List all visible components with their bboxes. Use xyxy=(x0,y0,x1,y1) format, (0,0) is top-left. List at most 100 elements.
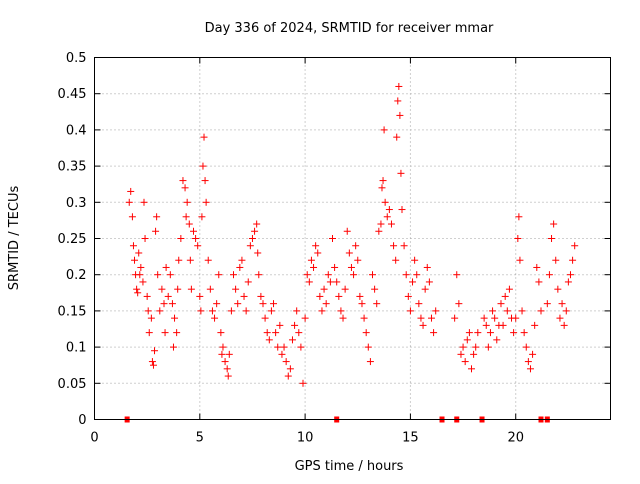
data-point xyxy=(526,365,534,373)
data-point xyxy=(350,271,358,279)
data-point xyxy=(339,314,347,322)
data-point xyxy=(366,358,374,366)
data-point xyxy=(139,278,147,286)
data-point xyxy=(398,206,406,214)
data-point xyxy=(259,300,267,308)
data-point xyxy=(377,220,385,228)
data-point xyxy=(520,329,528,337)
data-point xyxy=(333,278,341,286)
data-point xyxy=(189,227,197,235)
data-point xyxy=(524,358,532,366)
data-point xyxy=(255,271,263,279)
chart-title: Day 336 of 2024, SRMTID for receiver mma… xyxy=(205,21,494,36)
data-point xyxy=(242,307,250,315)
y-tick-label: 0.05 xyxy=(58,377,87,392)
data-point xyxy=(168,300,176,308)
data-point xyxy=(419,321,427,329)
data-point xyxy=(272,329,280,337)
data-point xyxy=(512,314,520,322)
data-point xyxy=(234,300,242,308)
data-point xyxy=(240,292,248,300)
data-point xyxy=(533,263,541,271)
data-point xyxy=(194,242,202,250)
data-point xyxy=(501,292,509,300)
data-point xyxy=(385,206,393,214)
x-axis-label: GPS time / hours xyxy=(295,459,404,474)
data-point xyxy=(137,263,145,271)
data-point xyxy=(383,213,391,221)
data-point xyxy=(326,278,334,286)
data-point xyxy=(417,314,425,322)
data-point xyxy=(337,307,345,315)
data-point xyxy=(396,111,404,119)
data-point xyxy=(537,307,545,315)
data-point xyxy=(404,292,412,300)
data-point xyxy=(514,235,522,242)
data-point xyxy=(569,256,577,264)
data-point xyxy=(127,187,135,195)
data-point xyxy=(177,235,185,242)
data-point xyxy=(215,271,223,279)
data-point xyxy=(227,307,235,315)
data-point xyxy=(352,242,360,250)
data-point xyxy=(299,379,307,387)
data-point xyxy=(197,307,205,315)
data-point xyxy=(369,271,377,279)
y-tick-label: 0.1 xyxy=(66,341,87,356)
data-point xyxy=(153,213,161,221)
data-point xyxy=(415,300,423,308)
data-point xyxy=(206,285,214,293)
data-point xyxy=(515,213,523,221)
plot-frame xyxy=(94,57,611,420)
data-point xyxy=(373,300,381,308)
data-point xyxy=(465,329,473,337)
data-point xyxy=(204,256,212,264)
data-point xyxy=(310,263,318,271)
data-point xyxy=(463,336,471,344)
data-point xyxy=(151,347,159,355)
data-point xyxy=(162,263,170,271)
data-point xyxy=(531,321,539,329)
data-point xyxy=(201,177,209,185)
data-point xyxy=(535,278,543,286)
data-point xyxy=(140,198,148,206)
data-point xyxy=(131,256,139,264)
data-point xyxy=(232,285,240,293)
data-point xyxy=(225,350,233,358)
data-point xyxy=(312,242,320,250)
data-point xyxy=(558,300,566,308)
data-point xyxy=(143,292,151,300)
data-point xyxy=(133,285,141,293)
data-point xyxy=(493,336,501,344)
data-point xyxy=(341,285,349,293)
data-point xyxy=(187,285,195,293)
data-point xyxy=(358,300,366,308)
data-point xyxy=(397,169,405,177)
grid-lines xyxy=(94,57,611,420)
data-point xyxy=(257,292,265,300)
data-point xyxy=(217,329,225,337)
data-point xyxy=(192,235,200,242)
data-point xyxy=(560,321,568,329)
data-point xyxy=(128,213,136,221)
data-point xyxy=(552,256,560,264)
data-point xyxy=(409,278,417,286)
data-point xyxy=(200,133,208,141)
data-point xyxy=(254,249,262,257)
data-point xyxy=(562,307,570,315)
data-point xyxy=(293,307,301,315)
data-point xyxy=(381,198,389,206)
data-point xyxy=(518,307,526,315)
data-point xyxy=(295,329,303,337)
data-point xyxy=(335,292,343,300)
data-point xyxy=(144,307,152,315)
data-point xyxy=(505,285,513,293)
data-point xyxy=(556,314,564,322)
data-point xyxy=(482,321,490,329)
data-point xyxy=(459,343,467,351)
data-point xyxy=(282,358,290,366)
data-point xyxy=(451,314,459,322)
data-point xyxy=(223,365,231,373)
data-point xyxy=(360,314,368,322)
